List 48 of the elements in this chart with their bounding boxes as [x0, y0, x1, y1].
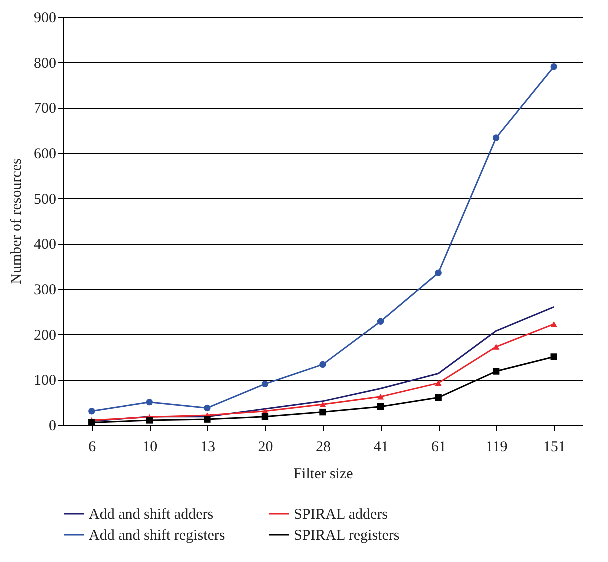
point [435, 270, 442, 276]
point [88, 419, 96, 426]
point [320, 402, 326, 408]
x-tick-label: 41 [374, 440, 389, 456]
legend-label: SPIRAL adders [294, 507, 388, 523]
x-tick-label: 61 [432, 440, 447, 456]
point [88, 408, 96, 415]
y-tick-label: 300 [34, 282, 56, 298]
point [492, 134, 500, 142]
x-tick-label: 151 [543, 440, 566, 456]
point [204, 416, 211, 423]
point [492, 344, 500, 350]
y-tick-label: 800 [34, 56, 56, 72]
point [146, 398, 154, 406]
point [550, 354, 558, 360]
x-tick-label: 28 [316, 440, 331, 456]
point [435, 380, 442, 386]
point [377, 318, 384, 325]
x-tick-label: 6 [88, 440, 97, 456]
legend-label: Add and shift adders [89, 507, 214, 523]
x-tick-label: 13 [200, 440, 216, 456]
point [550, 321, 558, 328]
y-tick-label: 900 [34, 10, 56, 26]
y-tick-label: 600 [34, 146, 56, 162]
x-tick-label: 119 [486, 440, 508, 456]
y-tick-label: 100 [34, 373, 56, 390]
point [377, 404, 384, 410]
y-axis-title: Number of resources [9, 158, 25, 284]
y-tick-label: 400 [34, 237, 56, 254]
point [435, 394, 442, 402]
point [550, 64, 558, 70]
point [204, 404, 211, 412]
x-tick-label: 20 [258, 440, 274, 456]
y-tick-label: 700 [34, 101, 56, 118]
x-axis-title: Filter size [294, 466, 354, 482]
y-tick-label: 200 [34, 328, 56, 344]
y-tick-label: 0 [49, 418, 56, 434]
point [146, 417, 154, 424]
point [377, 394, 384, 400]
point [262, 413, 269, 420]
legend-label: SPIRAL registers [294, 528, 400, 544]
y-tick-label: 500 [34, 192, 56, 208]
point [320, 408, 326, 416]
point [262, 380, 269, 388]
point [492, 368, 500, 375]
x-tick-label: 10 [142, 440, 158, 456]
legend-label: Add and shift registers [89, 528, 226, 544]
point [320, 361, 326, 368]
